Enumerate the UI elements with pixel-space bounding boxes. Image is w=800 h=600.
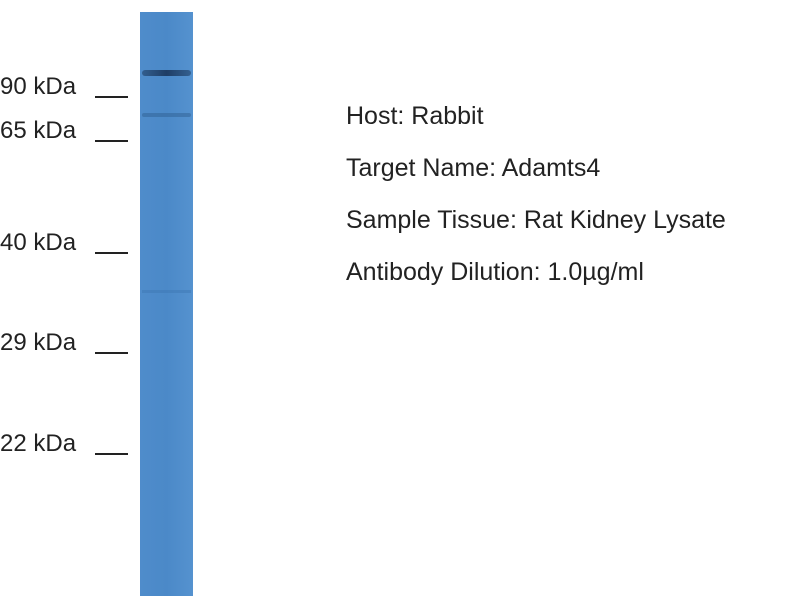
band — [142, 290, 191, 293]
info-text: Host: Rabbit Target Name: Adamts4 Sample T… — [346, 102, 726, 286]
marker-label: 22 kDa — [0, 430, 77, 457]
marker-label: 65 kDa — [0, 117, 77, 144]
marker-label: 29 kDa — [0, 329, 77, 356]
info-line: Host: Rabbit — [346, 102, 484, 130]
marker-label: 40 kDa — [0, 229, 77, 256]
info-line: Target Name: Adamts4 — [346, 154, 600, 182]
blot-lane — [140, 12, 193, 596]
marker-label: 90 kDa — [0, 73, 77, 100]
marker-labels: 90 kDa 65 kDa 40 kDa 29 kDa 22 kDa — [0, 73, 128, 457]
info-line: Antibody Dilution: 1.0µg/ml — [346, 258, 644, 286]
band — [142, 113, 191, 117]
info-line: Sample Tissue: Rat Kidney Lysate — [346, 206, 726, 234]
band — [142, 70, 191, 76]
